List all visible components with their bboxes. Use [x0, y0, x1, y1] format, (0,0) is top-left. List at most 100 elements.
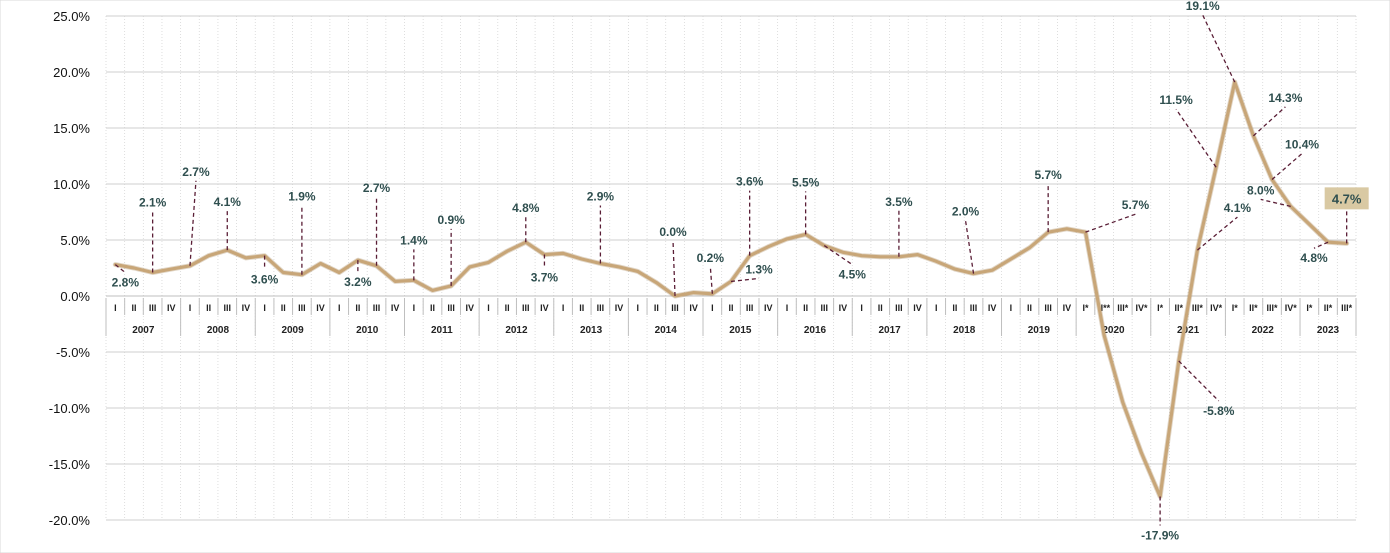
- y-axis: 25.0% 20.0% 15.0% 10.0% 5.0% 0.0% -5.0% -10.0% -…: [49, 9, 91, 528]
- data-label: 2.1%: [139, 195, 167, 209]
- y-tick-label: -15.0%: [49, 457, 91, 472]
- year-tick-label: 2015: [729, 325, 752, 336]
- data-label: -5.8%: [1203, 404, 1235, 418]
- label-leader-line: [1260, 198, 1291, 208]
- quarter-tick-label: II: [281, 303, 286, 313]
- data-label: 4.8%: [1300, 251, 1328, 265]
- quarter-tick-label: II: [952, 303, 957, 313]
- quarter-tick-label: II*: [1324, 303, 1333, 313]
- label-leader-line: [1178, 360, 1220, 402]
- data-point: [505, 250, 509, 253]
- quarter-tick-label: IV: [1063, 303, 1072, 313]
- data-point: [916, 253, 919, 256]
- quarter-tick-label: I*: [1306, 303, 1313, 313]
- data-point: [860, 254, 863, 257]
- quarter-tick-label: IV: [913, 303, 922, 313]
- quarter-tick-label: I: [860, 303, 863, 313]
- data-label: 11.5%: [1159, 93, 1193, 107]
- data-label: 2.8%: [112, 276, 140, 290]
- quarter-tick-label: II: [803, 303, 808, 313]
- year-tick-label: 2009: [281, 325, 304, 336]
- data-point: [319, 262, 322, 265]
- quarter-tick-label: III: [821, 303, 829, 313]
- year-tick-label: 2018: [953, 325, 976, 336]
- data-point: [1028, 246, 1031, 250]
- quarter-tick-label: II**: [1098, 303, 1111, 313]
- y-tick-label: 15.0%: [53, 121, 90, 136]
- quarter-tick-label: II: [131, 303, 136, 313]
- quarter-tick-label: II*: [1249, 303, 1258, 313]
- data-point: [338, 271, 341, 274]
- data-label: 2.7%: [363, 181, 391, 195]
- quarter-tick-label: I: [636, 303, 639, 313]
- quarter-tick-label: I: [263, 303, 266, 313]
- quarter-tick-label: III*: [1192, 303, 1204, 313]
- quarter-tick-label: I: [338, 303, 341, 313]
- year-tick-label: 2021: [1177, 325, 1200, 336]
- data-point: [692, 291, 695, 294]
- data-point: [1065, 227, 1069, 230]
- data-label: 19.1%: [1186, 0, 1220, 13]
- data-point: [1102, 334, 1106, 337]
- quarter-tick-label: II*: [1175, 303, 1184, 313]
- data-point: [468, 265, 472, 269]
- data-label: 4.1%: [1224, 201, 1252, 215]
- year-tick-label: 2016: [804, 325, 827, 336]
- data-label: 8.0%: [1247, 183, 1275, 197]
- data-label: 4.1%: [214, 195, 242, 209]
- data-label: 1.4%: [400, 233, 428, 247]
- quarter-tick-label: IV*: [1135, 303, 1148, 313]
- quarter-tick-label: II: [1027, 303, 1032, 313]
- data-label: 3.6%: [251, 273, 279, 287]
- data-label: 4.8%: [512, 201, 540, 215]
- data-label: -17.9%: [1141, 528, 1179, 542]
- quarter-tick-label: II: [579, 303, 584, 313]
- label-leader-line: [1313, 241, 1329, 249]
- data-label: 5.5%: [792, 175, 820, 189]
- quarter-tick-label: IV: [316, 303, 325, 313]
- quarter-tick-label: III*: [1341, 303, 1353, 313]
- label-leader-line: [1197, 216, 1238, 251]
- label-leader-line: [1202, 14, 1236, 83]
- data-point: [879, 255, 882, 258]
- quarter-tick-label: III*: [1267, 303, 1279, 313]
- year-tick-label: 2019: [1028, 325, 1051, 336]
- quarter-tick-label: II: [878, 303, 883, 313]
- y-tick-label: 0.0%: [60, 289, 90, 304]
- quarter-tick-label: II: [430, 303, 435, 313]
- y-tick-label: 20.0%: [53, 65, 90, 80]
- quarter-tick-label: III*: [1117, 303, 1129, 313]
- data-point: [487, 261, 490, 264]
- quarter-tick-label: I*: [1157, 303, 1164, 313]
- year-tick-label: 2010: [356, 325, 379, 336]
- data-label: 5.7%: [1122, 198, 1150, 212]
- quarter-tick-label: III: [970, 303, 978, 313]
- label-leader-line: [189, 180, 197, 266]
- quarter-tick-label: I: [562, 303, 565, 313]
- year-tick-label: 2008: [207, 325, 230, 336]
- label-leader-line: [730, 277, 760, 283]
- quarter-tick-label: II: [654, 303, 659, 313]
- quarter-tick-label: I: [413, 303, 416, 313]
- quarter-tick-label: IV: [242, 303, 251, 313]
- data-label: 4.7%: [1332, 191, 1362, 206]
- quarter-tick-label: I: [711, 303, 714, 313]
- data-label: 0.0%: [659, 225, 687, 239]
- year-tick-label: 2020: [1102, 325, 1125, 336]
- year-tick-label: 2014: [655, 325, 678, 336]
- quarter-tick-label: II: [355, 303, 360, 313]
- quarter-tick-label: III: [671, 303, 679, 313]
- data-label: 2.7%: [182, 165, 210, 179]
- quarter-tick-label: I: [487, 303, 490, 313]
- quarter-tick-label: I: [935, 303, 938, 313]
- data-point: [785, 237, 789, 241]
- quarter-tick-label: IV: [764, 303, 773, 313]
- data-point: [655, 281, 658, 284]
- label-leader-line: [1175, 108, 1217, 168]
- quarter-tick-label: I*: [1232, 303, 1239, 313]
- data-label: 4.5%: [839, 268, 867, 282]
- quarter-tick-label: IV: [839, 303, 848, 313]
- data-point: [636, 270, 639, 273]
- y-tick-label: -10.0%: [49, 401, 91, 416]
